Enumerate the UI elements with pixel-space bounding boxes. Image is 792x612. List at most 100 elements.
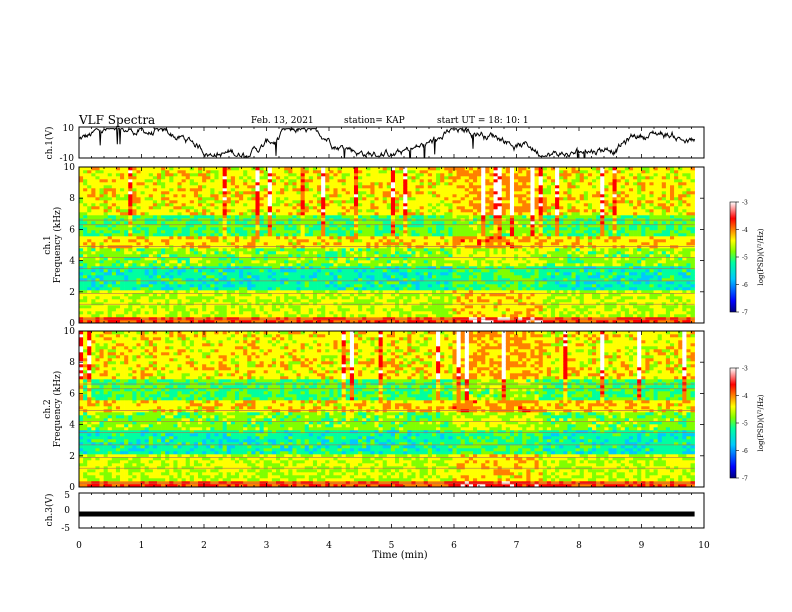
- spectrogram-cell: [415, 254, 420, 258]
- spectrogram-cell: [325, 260, 330, 264]
- spectrogram-cell: [362, 242, 367, 246]
- spectrogram-cell: [370, 173, 375, 177]
- spectrogram-cell: [132, 311, 137, 315]
- spectrogram-cell: [407, 239, 412, 243]
- spectrogram-cell: [152, 242, 158, 246]
- spectrogram-cell: [300, 200, 306, 204]
- spectrogram-cell: [292, 176, 297, 180]
- spectrogram-cell: [345, 167, 351, 171]
- spectrogram-cell: [345, 290, 351, 294]
- spectrogram-cell: [189, 266, 195, 270]
- spectrogram-cell: [247, 320, 252, 324]
- spectrogram-cell: [251, 200, 256, 204]
- spectrogram-cell: [161, 287, 166, 291]
- spectrogram-cell: [284, 236, 289, 240]
- spectrogram-cell: [107, 305, 113, 309]
- spectrogram-cell: [148, 296, 154, 300]
- spectrogram-cell: [165, 311, 170, 315]
- spectrogram-cell: [436, 263, 441, 267]
- spectrogram-cell: [132, 203, 137, 207]
- spectrogram-cell: [427, 254, 433, 258]
- spectrogram-cell: [148, 257, 154, 261]
- spectrogram-cell: [325, 206, 330, 210]
- spectrogram-cell: [165, 317, 170, 321]
- spectrogram-cell: [288, 305, 293, 309]
- spectrogram-cell: [226, 191, 232, 195]
- spectrogram-cell: [259, 176, 264, 180]
- spectrogram-cell: [79, 197, 84, 201]
- spectrogram-cell: [403, 278, 408, 282]
- spectrogram-cell: [259, 263, 264, 267]
- spectrogram-cell: [390, 311, 396, 315]
- spectrogram-cell: [325, 224, 330, 228]
- spectrogram-cell: [300, 248, 306, 252]
- spectrogram-cell: [395, 299, 400, 303]
- spectrogram-cell: [247, 230, 252, 234]
- spectrogram-cell: [431, 242, 437, 246]
- spectrogram-cell: [198, 299, 203, 303]
- spectrogram-cell: [378, 317, 383, 321]
- spectrogram-cell: [292, 275, 297, 279]
- spectrogram-cell: [165, 287, 170, 291]
- spectrogram-cell: [333, 320, 338, 324]
- spectrogram-cell: [165, 314, 170, 318]
- spectrogram-cell: [370, 212, 375, 216]
- spectrogram-cell: [353, 254, 359, 258]
- spectrogram-cell: [345, 251, 351, 255]
- spectrogram-cell: [165, 200, 170, 204]
- spectrogram-cell: [452, 176, 457, 180]
- spectrogram-cell: [99, 185, 104, 189]
- spectrogram-cell: [399, 281, 404, 285]
- spectrogram-cell: [276, 194, 281, 198]
- spectrogram-cell: [267, 167, 273, 171]
- spectrogram-cell: [321, 215, 326, 219]
- spectrogram-cell: [304, 215, 310, 219]
- spectrogram-cell: [144, 215, 150, 219]
- spectrogram-cell: [255, 188, 260, 192]
- spectrogram-cell: [140, 305, 145, 309]
- spectrogram-cell: [234, 308, 240, 312]
- spectrogram-cell: [239, 191, 244, 195]
- spectrogram-cell: [95, 242, 100, 246]
- spectrogram-cell: [407, 290, 412, 294]
- spectrogram-cell: [267, 284, 273, 288]
- spectrogram-cell: [308, 269, 314, 273]
- spectrogram-cell: [226, 266, 232, 270]
- spectrogram-cell: [124, 221, 129, 225]
- spectrogram-cell: [292, 227, 297, 231]
- spectrogram-cell: [193, 170, 199, 174]
- spectrogram-cell: [358, 251, 363, 255]
- spectrogram-cell: [276, 275, 281, 279]
- spectrogram-cell: [140, 257, 145, 261]
- spectrogram-cell: [358, 203, 363, 207]
- spectrogram-cell: [308, 257, 314, 261]
- spectrogram-cell: [300, 185, 306, 189]
- spectrogram-cell: [427, 221, 433, 225]
- spectrogram-cell: [431, 209, 437, 213]
- spectrogram-cell: [202, 173, 207, 177]
- spectrogram-cell: [230, 209, 236, 213]
- spectrogram-cell: [407, 320, 412, 324]
- spectrogram-cell: [222, 290, 228, 294]
- spectrogram-cell: [423, 203, 429, 207]
- spectrogram-cell: [202, 299, 207, 303]
- spectrogram-cell: [243, 251, 248, 255]
- spectrogram-cell: [415, 209, 420, 213]
- spectrogram-cell: [161, 266, 166, 270]
- spectrogram-cell: [317, 200, 322, 204]
- spectrogram-cell: [337, 308, 342, 312]
- spectrogram-cell: [202, 206, 207, 210]
- spectrogram-cell: [378, 173, 383, 177]
- spectrogram-cell: [222, 233, 228, 237]
- spectrogram-cell: [308, 215, 314, 219]
- spectrogram-cell: [386, 236, 392, 240]
- spectrogram-cell: [177, 311, 182, 315]
- spectrogram-cell: [83, 215, 88, 219]
- spectrogram-cell: [296, 260, 301, 264]
- spectrogram-cell: [460, 254, 466, 258]
- spectrogram-cell: [198, 176, 203, 180]
- spectrogram-cell: [91, 275, 96, 279]
- spectrogram-cell: [284, 227, 289, 231]
- spectrogram-cell: [456, 215, 461, 219]
- spectrogram-cell: [419, 209, 425, 213]
